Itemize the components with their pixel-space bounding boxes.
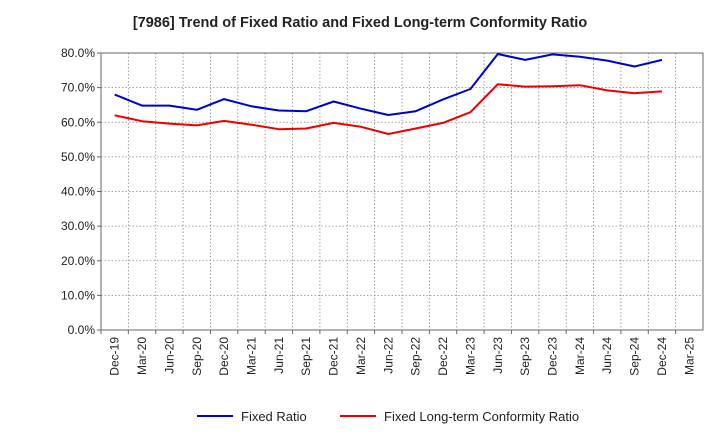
y-tick-label: 40.0% [61,185,95,199]
x-axis: Dec-19 Mar-20 Jun-20 Sep-20 Dec-20 Mar-21 Jun-… [100,330,696,376]
y-tick-label: 30.0% [61,219,95,233]
x-tick-label: Mar-23 [463,337,477,375]
x-tick-label: Mar-21 [245,337,259,375]
legend-swatch [340,415,376,417]
y-tick-label: 10.0% [61,288,95,302]
y-tick-label: 60.0% [61,115,95,129]
chart-title: [7986] Trend of Fixed Ratio and Fixed Lo… [132,15,588,31]
x-tick-label: Sep-20 [190,337,204,376]
x-tick-label: Jun-20 [162,337,176,374]
x-tick-label: Jun-21 [272,337,286,374]
legend: Fixed Ratio Fixed Long-term Conformity Ra… [0,406,720,426]
x-tick-label: Sep-22 [409,337,423,376]
x-tick-label: Dec-22 [436,337,450,376]
x-tick-label: Dec-23 [546,337,560,376]
x-tick-label: Mar-22 [354,337,368,375]
x-tick-label: Sep-23 [518,337,532,376]
legend-label: Fixed Long-term Conformity Ratio [384,408,580,424]
x-tick-label: Sep-24 [628,337,642,376]
legend-item: Fixed Ratio [197,406,307,426]
x-tick-label: Jun-23 [491,337,505,374]
legend-swatch [197,415,233,417]
y-axis: 0.0% 10.0% 20.0% 30.0% 40.0% 50.0% 60.0% 70.0% 8… [61,46,101,337]
y-tick-label: 0.0% [68,323,96,337]
legend-label: Fixed Ratio [241,408,307,424]
x-tick-label: Mar-20 [135,337,149,375]
y-tick-label: 80.0% [61,46,95,60]
y-tick-label: 70.0% [61,81,95,95]
x-tick-label: Dec-20 [217,337,231,376]
y-tick-label: 20.0% [61,254,95,268]
x-tick-label: Dec-21 [327,337,341,376]
x-tick-label: Dec-19 [108,337,122,376]
series-line-fixed-long-term-conformity-ratio [114,83,663,135]
x-tick-label: Mar-25 [682,337,696,375]
grid [101,52,703,330]
x-tick-label: Dec-24 [655,337,669,376]
x-tick-label: Sep-21 [299,337,313,376]
y-tick-label: 50.0% [61,150,95,164]
x-tick-label: Jun-22 [381,337,395,374]
x-tick-label: Jun-24 [600,337,614,374]
series-line-fixed-ratio [114,53,663,116]
series [114,53,663,135]
legend-item: Fixed Long-term Conformity Ratio [340,406,579,426]
x-tick-label: Mar-24 [573,337,587,375]
